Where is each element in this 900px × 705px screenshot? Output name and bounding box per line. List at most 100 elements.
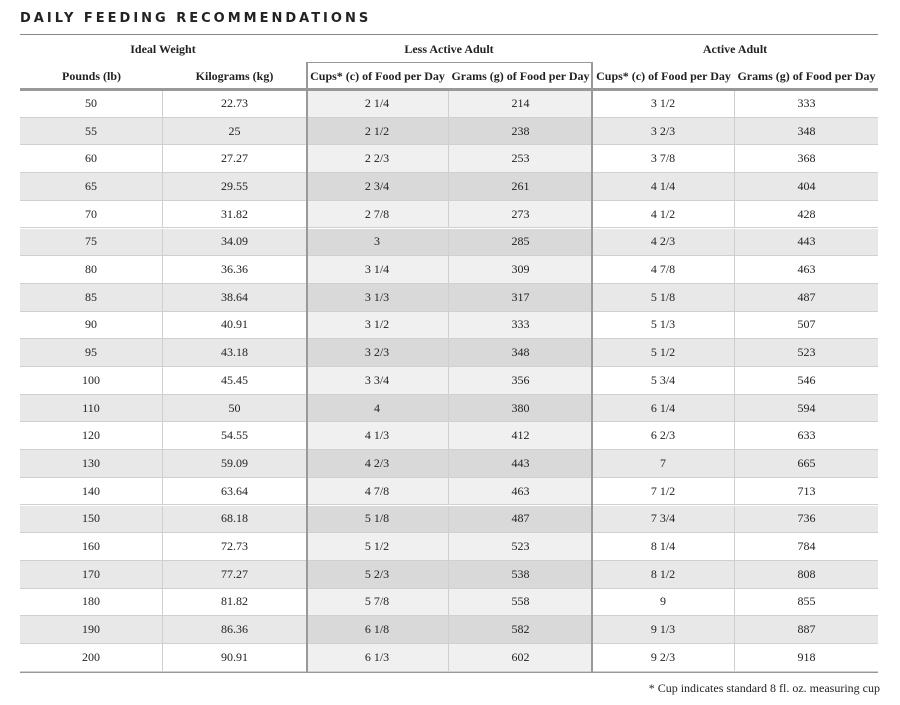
- table-cell: 54.55: [163, 422, 306, 451]
- table-cell: 6 1/8: [306, 616, 449, 644]
- column-header: Pounds (lb): [61, 68, 122, 83]
- table-cell: 6 1/4: [592, 394, 735, 423]
- table-cell: 558: [449, 588, 592, 617]
- table-cell: 463: [735, 256, 878, 284]
- table-cell: 918: [735, 644, 878, 672]
- header-rule: [20, 88, 878, 91]
- table-cell: 309: [449, 256, 592, 284]
- table-cell: 50: [20, 90, 163, 118]
- table-cell: 63.64: [163, 477, 306, 506]
- table-cell: 8 1/4: [592, 533, 735, 561]
- table-cell: 2 1/4: [306, 90, 449, 118]
- table-cell: 2 7/8: [306, 200, 449, 229]
- group-header: Less Active Adult: [404, 41, 494, 56]
- column-rule: [306, 62, 308, 672]
- table-cell: 3 7/8: [592, 145, 735, 174]
- column-header: Cups* (c) of Food per Day: [310, 68, 445, 83]
- group-header: Active Adult: [702, 41, 768, 56]
- title: DAILY FEEDING RECOMMENDATIONS: [20, 11, 372, 26]
- table-cell: 356: [449, 367, 592, 395]
- table-cell: 2 1/2: [306, 117, 449, 146]
- table-cell: 190: [20, 616, 163, 644]
- table-cell: 368: [735, 145, 878, 174]
- table-cell: 253: [449, 145, 592, 174]
- table-cell: 9 1/3: [592, 616, 735, 644]
- table-cell: 6 1/3: [306, 644, 449, 672]
- column-header: Cups* (c) of Food per Day: [596, 68, 731, 83]
- table-cell: 34.09: [163, 228, 306, 257]
- table-cell: 5 1/8: [592, 283, 735, 312]
- table-cell: 3 1/2: [306, 311, 449, 340]
- table-cell: 110: [20, 394, 163, 423]
- table-cell: 9 2/3: [592, 644, 735, 672]
- table-cell: 60: [20, 145, 163, 174]
- table-cell: 3: [306, 228, 449, 257]
- table-cell: 7 3/4: [592, 505, 735, 534]
- table-cell: 86.36: [163, 616, 306, 644]
- table-cell: 3 2/3: [306, 339, 449, 367]
- table-cell: 4 1/2: [592, 200, 735, 229]
- table-cell: 784: [735, 533, 878, 561]
- table-cell: 22.73: [163, 90, 306, 118]
- table-cell: 36.36: [163, 256, 306, 284]
- table-cell: 65: [20, 173, 163, 201]
- table-cell: 38.64: [163, 283, 306, 312]
- table-cell: 70: [20, 200, 163, 229]
- table-cell: 3 1/2: [592, 90, 735, 118]
- table-cell: 404: [735, 173, 878, 201]
- table-cell: 582: [449, 616, 592, 644]
- table-cell: 713: [735, 477, 878, 506]
- table-cell: 633: [735, 422, 878, 451]
- table-cell: 285: [449, 228, 592, 257]
- table-cell: 55: [20, 117, 163, 146]
- table-cell: 7 1/2: [592, 477, 735, 506]
- table-cell: 90: [20, 311, 163, 340]
- table-cell: 45.45: [163, 367, 306, 395]
- column-header: Grams (g) of Food per Day: [451, 68, 590, 83]
- table-cell: 150: [20, 505, 163, 534]
- table-cell: 160: [20, 533, 163, 561]
- table-cell: 170: [20, 560, 163, 589]
- table-cell: 238: [449, 117, 592, 146]
- table-cell: 855: [735, 588, 878, 617]
- table-cell: 4 7/8: [306, 477, 449, 506]
- table-cell: 77.27: [163, 560, 306, 589]
- title-rule: [20, 34, 878, 35]
- table-cell: 27.27: [163, 145, 306, 174]
- table-cell: 3 3/4: [306, 367, 449, 395]
- table-cell: 273: [449, 200, 592, 229]
- table-cell: 130: [20, 450, 163, 478]
- table-cell: 2 3/4: [306, 173, 449, 201]
- table-cell: 3 2/3: [592, 117, 735, 146]
- table-cell: 4 2/3: [592, 228, 735, 257]
- table-cell: 90.91: [163, 644, 306, 672]
- table-cell: 428: [735, 200, 878, 229]
- table-cell: 75: [20, 228, 163, 257]
- table-cell: 333: [449, 311, 592, 340]
- table-cell: 443: [735, 228, 878, 257]
- table-cell: 68.18: [163, 505, 306, 534]
- table-cell: 5 1/8: [306, 505, 449, 534]
- table-cell: 5 3/4: [592, 367, 735, 395]
- table-cell: 380: [449, 394, 592, 423]
- table-cell: 43.18: [163, 339, 306, 367]
- table-cell: 80: [20, 256, 163, 284]
- table-cell: 7: [592, 450, 735, 478]
- table-cell: 5 1/2: [592, 339, 735, 367]
- bottom-rule: [20, 671, 878, 674]
- table-cell: 5 7/8: [306, 588, 449, 617]
- table-cell: 665: [735, 450, 878, 478]
- table-cell: 95: [20, 339, 163, 367]
- table-cell: 72.73: [163, 533, 306, 561]
- group-header: Ideal Weight: [130, 41, 196, 56]
- table-cell: 6 2/3: [592, 422, 735, 451]
- table-cell: 261: [449, 173, 592, 201]
- table-cell: 4 1/4: [592, 173, 735, 201]
- table-cell: 348: [735, 117, 878, 146]
- column-rule: [591, 62, 593, 672]
- table-cell: 100: [20, 367, 163, 395]
- table-cell: 507: [735, 311, 878, 340]
- table-cell: 412: [449, 422, 592, 451]
- table-cell: 3 1/4: [306, 256, 449, 284]
